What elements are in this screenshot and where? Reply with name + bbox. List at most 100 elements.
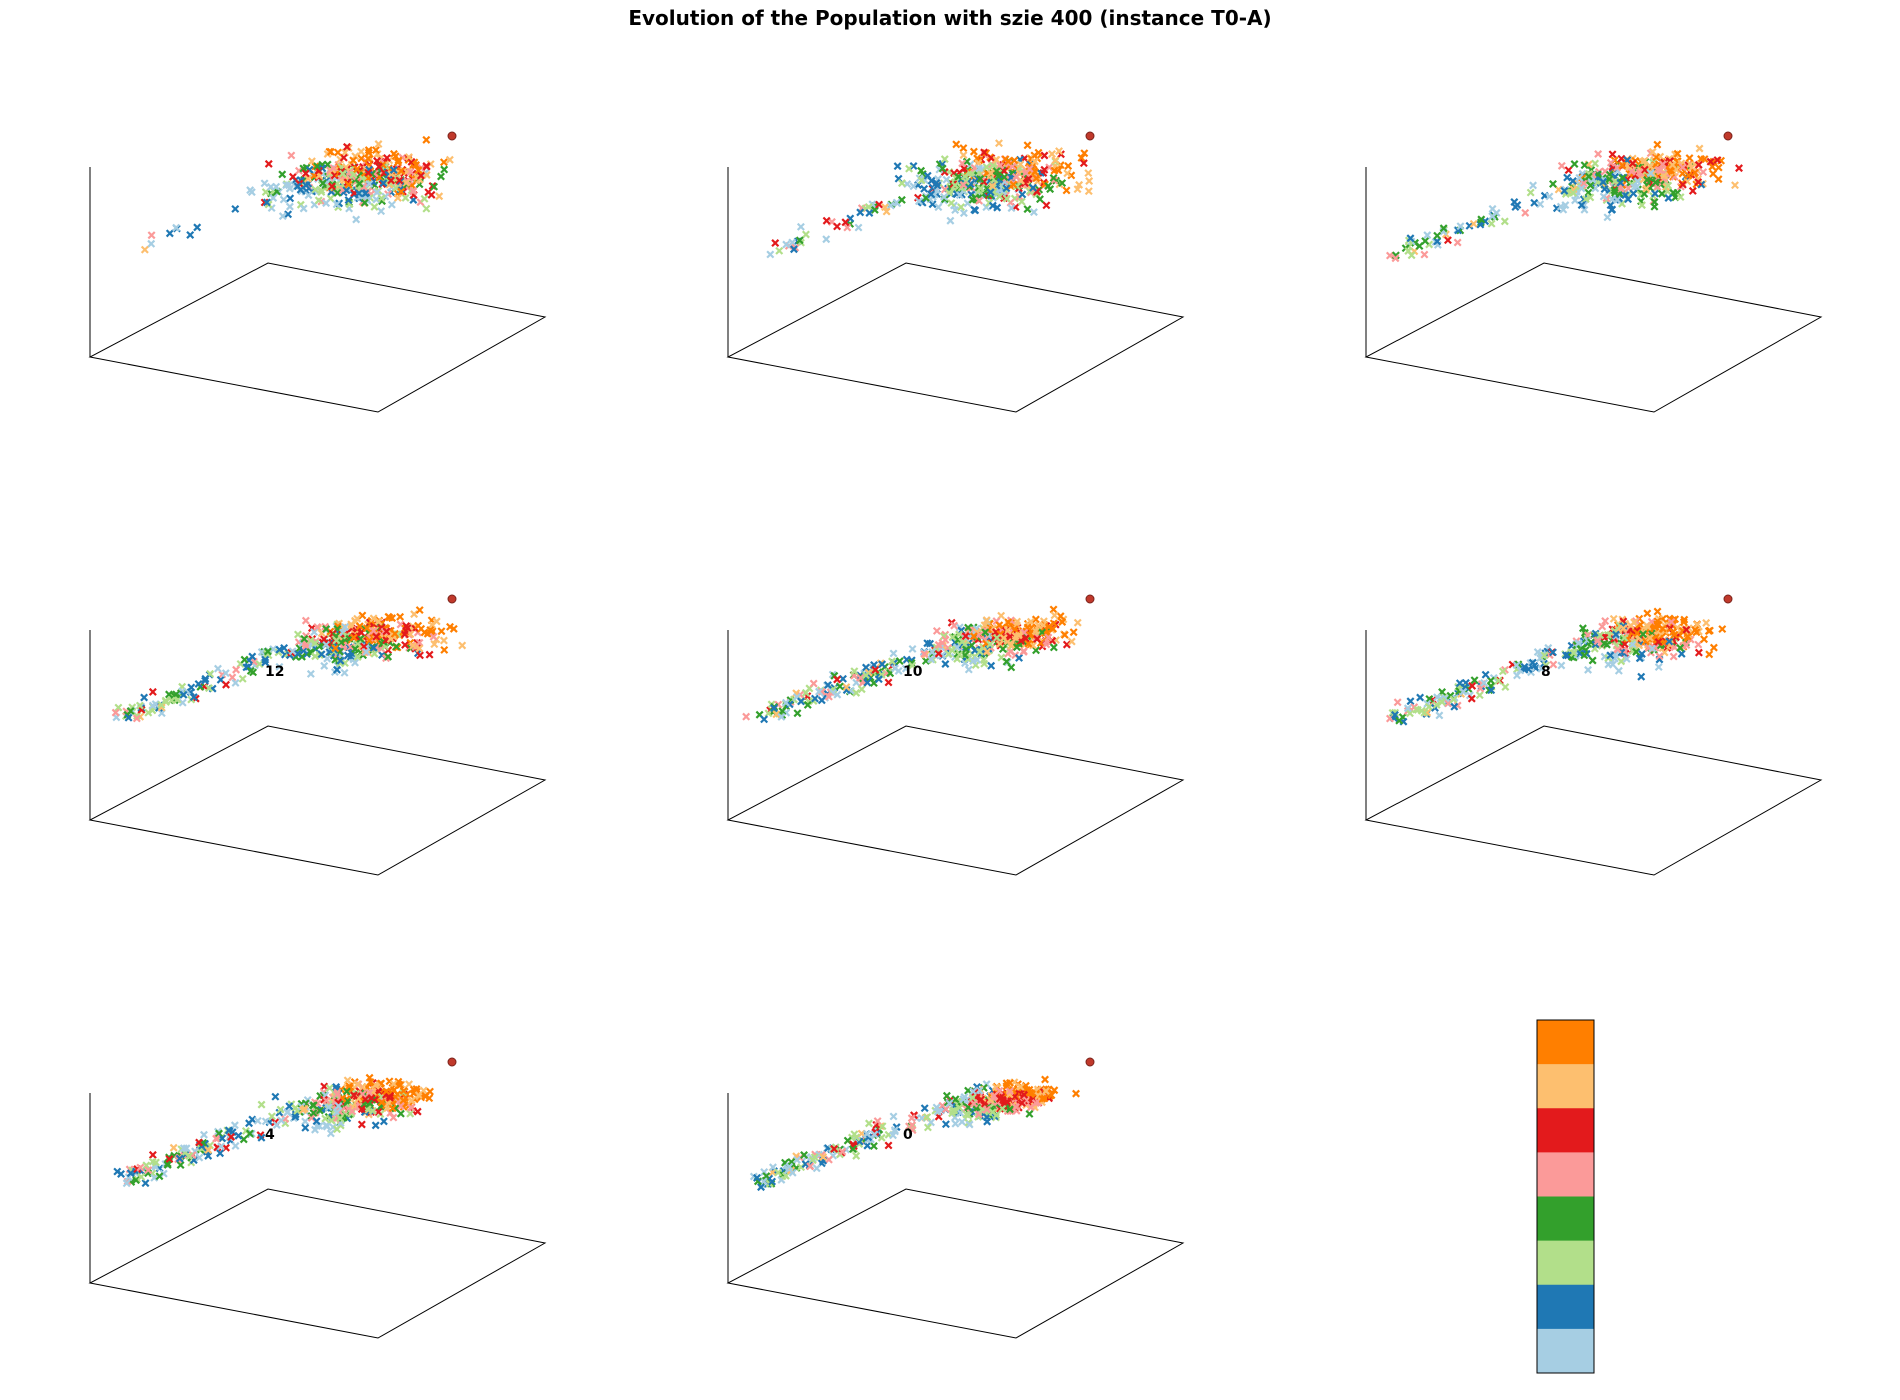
population-point bbox=[215, 1129, 223, 1138]
population-point bbox=[440, 645, 449, 654]
population-point bbox=[1453, 238, 1462, 247]
population-point bbox=[1416, 693, 1425, 702]
best-solution-marker bbox=[1085, 1057, 1095, 1067]
population-point bbox=[864, 202, 873, 211]
population-point bbox=[793, 709, 802, 718]
population-point bbox=[1658, 624, 1667, 633]
population-point bbox=[941, 660, 950, 668]
population-point bbox=[355, 622, 364, 631]
population-point bbox=[1454, 226, 1463, 235]
population-point bbox=[1613, 163, 1622, 172]
population-point bbox=[920, 650, 929, 658]
population-point bbox=[204, 684, 213, 693]
population-point bbox=[1040, 151, 1049, 160]
population-point bbox=[400, 630, 409, 639]
population-point bbox=[843, 1136, 852, 1145]
population-point bbox=[195, 1138, 204, 1147]
population-point bbox=[1467, 694, 1476, 703]
population-point bbox=[178, 698, 187, 707]
population-point bbox=[1600, 185, 1609, 193]
population-point bbox=[287, 151, 296, 160]
population-point bbox=[1406, 234, 1415, 243]
population-point bbox=[891, 664, 899, 673]
population-point bbox=[406, 167, 415, 176]
population-point bbox=[1062, 640, 1071, 649]
population-point bbox=[175, 1154, 184, 1163]
population-point bbox=[1021, 169, 1030, 178]
population-point bbox=[1470, 676, 1479, 685]
population-point bbox=[1611, 630, 1620, 639]
population-point bbox=[1045, 163, 1054, 172]
population-point bbox=[1580, 161, 1589, 170]
population-point bbox=[789, 245, 798, 254]
population-point bbox=[1577, 184, 1586, 193]
population-point bbox=[986, 188, 995, 197]
population-point bbox=[261, 658, 270, 667]
population-point bbox=[1654, 663, 1663, 672]
population-point bbox=[863, 1129, 872, 1138]
population-point bbox=[257, 648, 266, 657]
population-point bbox=[907, 1114, 916, 1123]
population-point bbox=[351, 152, 360, 161]
population-point bbox=[1577, 201, 1586, 210]
population-point bbox=[1646, 169, 1655, 178]
population-point bbox=[372, 632, 381, 641]
population-point bbox=[1561, 201, 1570, 210]
population-point bbox=[147, 239, 156, 248]
population-point bbox=[1023, 205, 1032, 214]
floor-plane bbox=[1364, 262, 1823, 413]
population-point bbox=[1688, 186, 1697, 195]
population-point bbox=[144, 1166, 153, 1175]
population-point bbox=[165, 1155, 174, 1164]
floor-plane bbox=[88, 262, 547, 413]
population-point bbox=[159, 1169, 168, 1178]
population-point bbox=[1605, 175, 1614, 184]
population-point bbox=[248, 652, 257, 661]
population-point bbox=[1608, 150, 1617, 159]
population-point bbox=[169, 1143, 178, 1152]
population-point bbox=[1735, 164, 1743, 173]
population-point bbox=[1049, 173, 1058, 182]
population-point bbox=[1705, 650, 1714, 659]
population-point bbox=[938, 164, 947, 173]
population-point bbox=[1557, 661, 1566, 670]
population-point bbox=[309, 1109, 318, 1117]
population-point bbox=[221, 669, 230, 678]
population-point bbox=[114, 703, 123, 712]
population-point bbox=[959, 1095, 968, 1104]
population-point bbox=[951, 206, 960, 215]
population-point bbox=[1575, 649, 1584, 658]
population-point bbox=[948, 633, 957, 642]
population-point bbox=[333, 665, 341, 674]
best-solution-marker bbox=[447, 131, 457, 141]
population-point bbox=[863, 678, 872, 687]
population-point bbox=[824, 681, 832, 690]
population-point bbox=[861, 663, 870, 672]
population-point bbox=[1606, 651, 1615, 660]
population-point bbox=[1488, 212, 1497, 221]
population-point bbox=[959, 151, 968, 160]
population-point bbox=[380, 627, 389, 636]
population-point bbox=[1651, 189, 1659, 198]
population-point bbox=[1709, 169, 1718, 178]
population-point bbox=[395, 176, 404, 185]
population-point bbox=[1395, 716, 1404, 725]
population-point bbox=[995, 1094, 1004, 1103]
population-point bbox=[396, 612, 405, 621]
population-point bbox=[852, 688, 861, 697]
population-point bbox=[927, 655, 935, 664]
population-point bbox=[950, 1106, 959, 1115]
population-point bbox=[1060, 630, 1069, 639]
population-point bbox=[861, 671, 870, 680]
population-point bbox=[1034, 148, 1043, 157]
population-point bbox=[1437, 697, 1446, 706]
population-point bbox=[404, 153, 413, 162]
population-point bbox=[1391, 254, 1400, 263]
population-point bbox=[397, 187, 406, 196]
population-point bbox=[390, 629, 399, 638]
population-point bbox=[230, 1121, 239, 1130]
population-point bbox=[969, 632, 978, 641]
population-point bbox=[240, 655, 249, 664]
population-point bbox=[317, 650, 326, 659]
population-point bbox=[968, 1093, 977, 1102]
